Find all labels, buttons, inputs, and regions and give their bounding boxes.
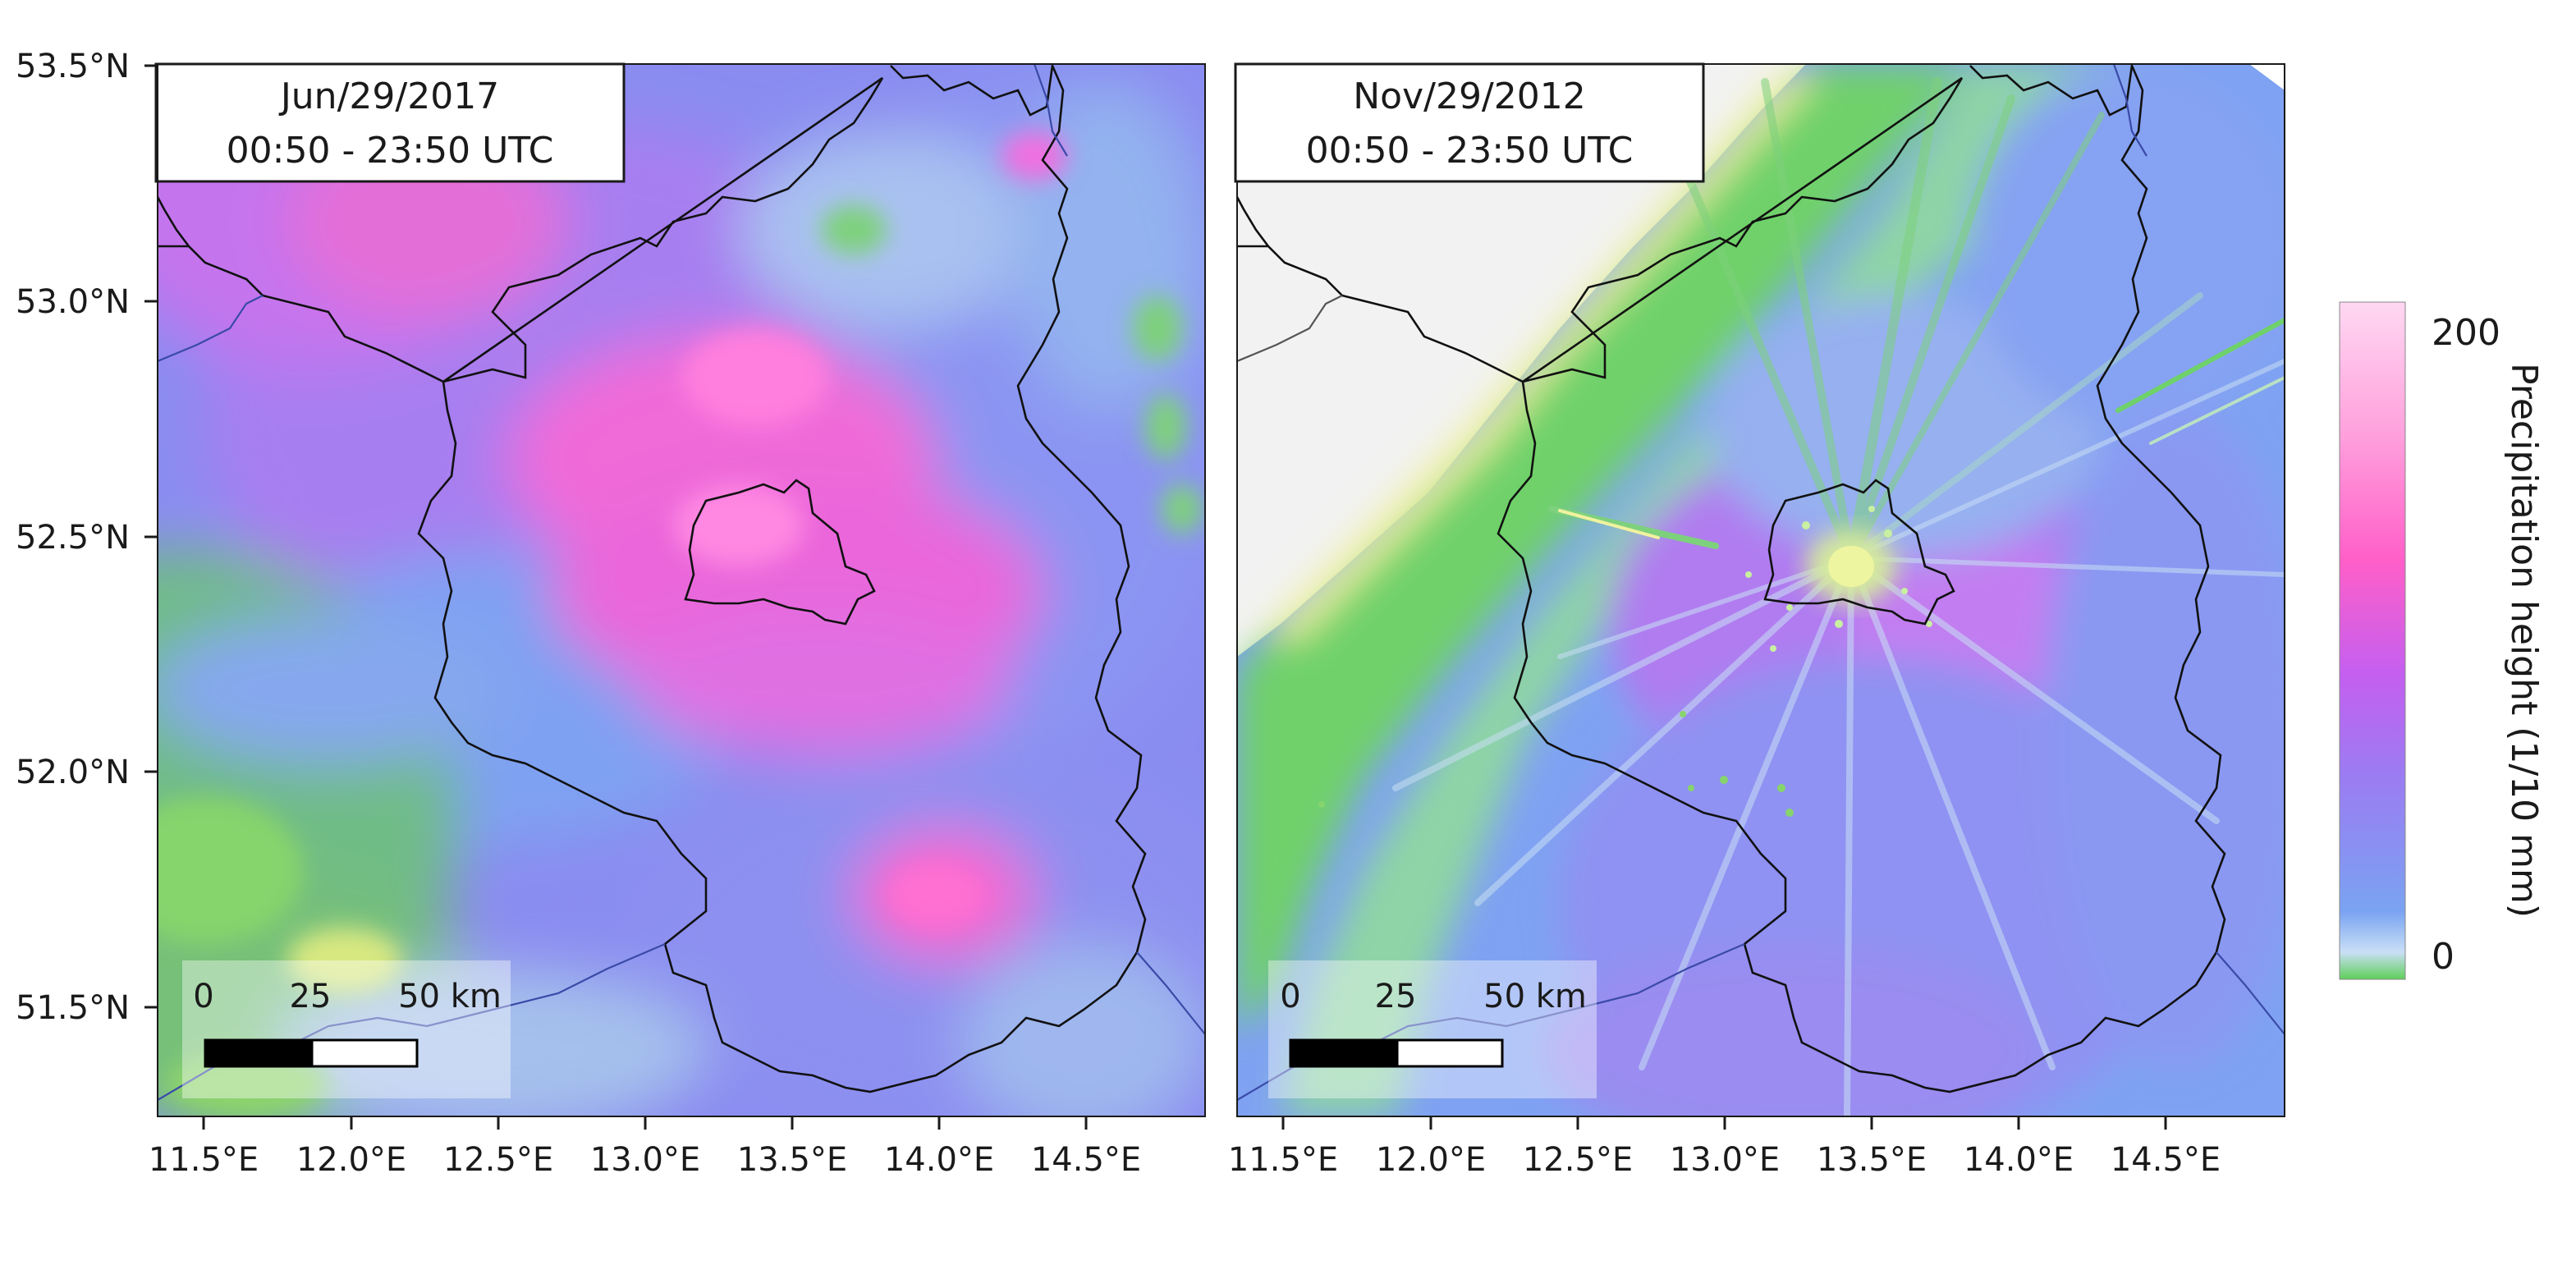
left-scalebar-label-0: 0 bbox=[193, 978, 213, 1015]
y-tick-53-0: 53.0°N bbox=[16, 283, 130, 321]
right-title-time: 00:50 - 23:50 UTC bbox=[1306, 130, 1634, 172]
y-tick-52-5: 52.5°N bbox=[16, 519, 130, 557]
left-scalebar-label-25: 25 bbox=[290, 978, 332, 1015]
left-x-tick-11-5: 11.5°E bbox=[149, 1141, 259, 1179]
left-x-tick-14-5: 14.5°E bbox=[1031, 1141, 1141, 1179]
y-tick-53-5: 53.5°N bbox=[16, 48, 130, 85]
right-x-tick-14-5: 14.5°E bbox=[2111, 1141, 2221, 1179]
right-x-tick-12-0: 12.0°E bbox=[1376, 1141, 1486, 1179]
right-scalebar-black-segment bbox=[1289, 1038, 1399, 1068]
left-title-time: 00:50 - 23:50 UTC bbox=[227, 130, 554, 172]
left-boundaries bbox=[158, 64, 1147, 1093]
left-scalebar-black-segment bbox=[204, 1038, 314, 1068]
x-axis-right: 11.5°E 12.0°E 12.5°E 13.0°E 13.5°E 14.0°… bbox=[1228, 1116, 2285, 1179]
right-scalebar-label-50: 50 km bbox=[1483, 978, 1587, 1015]
right-scalebar-white-segment bbox=[1396, 1038, 1504, 1068]
right-x-tick-13-5: 13.5°E bbox=[1817, 1141, 1927, 1179]
left-x-tick-12-5: 12.5°E bbox=[443, 1141, 553, 1179]
colorbar-max-label: 200 bbox=[2432, 312, 2500, 354]
y-tick-51-5: 51.5°N bbox=[16, 989, 130, 1027]
right-scalebar: 0 25 50 km bbox=[1268, 960, 1597, 1098]
left-scalebar-label-50: 50 km bbox=[398, 978, 502, 1015]
right-map-panel bbox=[1237, 64, 2285, 1116]
left-x-tick-13-5: 13.5°E bbox=[737, 1141, 847, 1179]
radar-spikes bbox=[1548, 318, 2285, 549]
right-scalebar-label-25: 25 bbox=[1375, 978, 1417, 1015]
left-city-outline bbox=[684, 479, 876, 626]
right-title-box: Nov/29/2012 00:50 - 23:50 UTC bbox=[1234, 62, 1705, 183]
colorbar-min-label: 0 bbox=[2432, 936, 2455, 978]
left-scalebar-white-segment bbox=[310, 1038, 419, 1068]
right-x-tick-12-5: 12.5°E bbox=[1523, 1141, 1633, 1179]
left-title-box: Jun/29/2017 00:50 - 23:50 UTC bbox=[154, 62, 626, 183]
left-title-date: Jun/29/2017 bbox=[278, 76, 499, 117]
right-city-outline bbox=[1763, 479, 1955, 626]
left-x-tick-13-0: 13.0°E bbox=[590, 1141, 700, 1179]
colorbar-title: Precipitation height (1/10 mm) bbox=[2503, 363, 2545, 918]
right-x-tick-11-5: 11.5°E bbox=[1228, 1141, 1338, 1179]
left-x-tick-12-0: 12.0°E bbox=[296, 1141, 406, 1179]
right-x-tick-13-0: 13.0°E bbox=[1670, 1141, 1780, 1179]
right-boundaries bbox=[1237, 64, 2226, 1093]
colorbar-gradient bbox=[2339, 301, 2406, 980]
city-hotspot bbox=[1318, 506, 1932, 817]
x-axis-left: 11.5°E 12.0°E 12.5°E 13.0°E 13.5°E 14.0°… bbox=[149, 1116, 1205, 1179]
left-scalebar: 0 25 50 km bbox=[182, 960, 511, 1098]
right-title-date: Nov/29/2012 bbox=[1353, 76, 1586, 117]
right-x-tick-14-0: 14.0°E bbox=[1964, 1141, 2074, 1179]
colorbar: 200 0 Precipitation height (1/10 mm) bbox=[2339, 301, 2545, 980]
right-scalebar-label-0: 0 bbox=[1280, 978, 1300, 1015]
y-tick-52-0: 52.0°N bbox=[16, 754, 130, 791]
y-axis: 53.5°N 53.0°N 52.5°N 52.0°N 51.5°N bbox=[16, 48, 158, 1116]
left-x-tick-14-0: 14.0°E bbox=[884, 1141, 994, 1179]
